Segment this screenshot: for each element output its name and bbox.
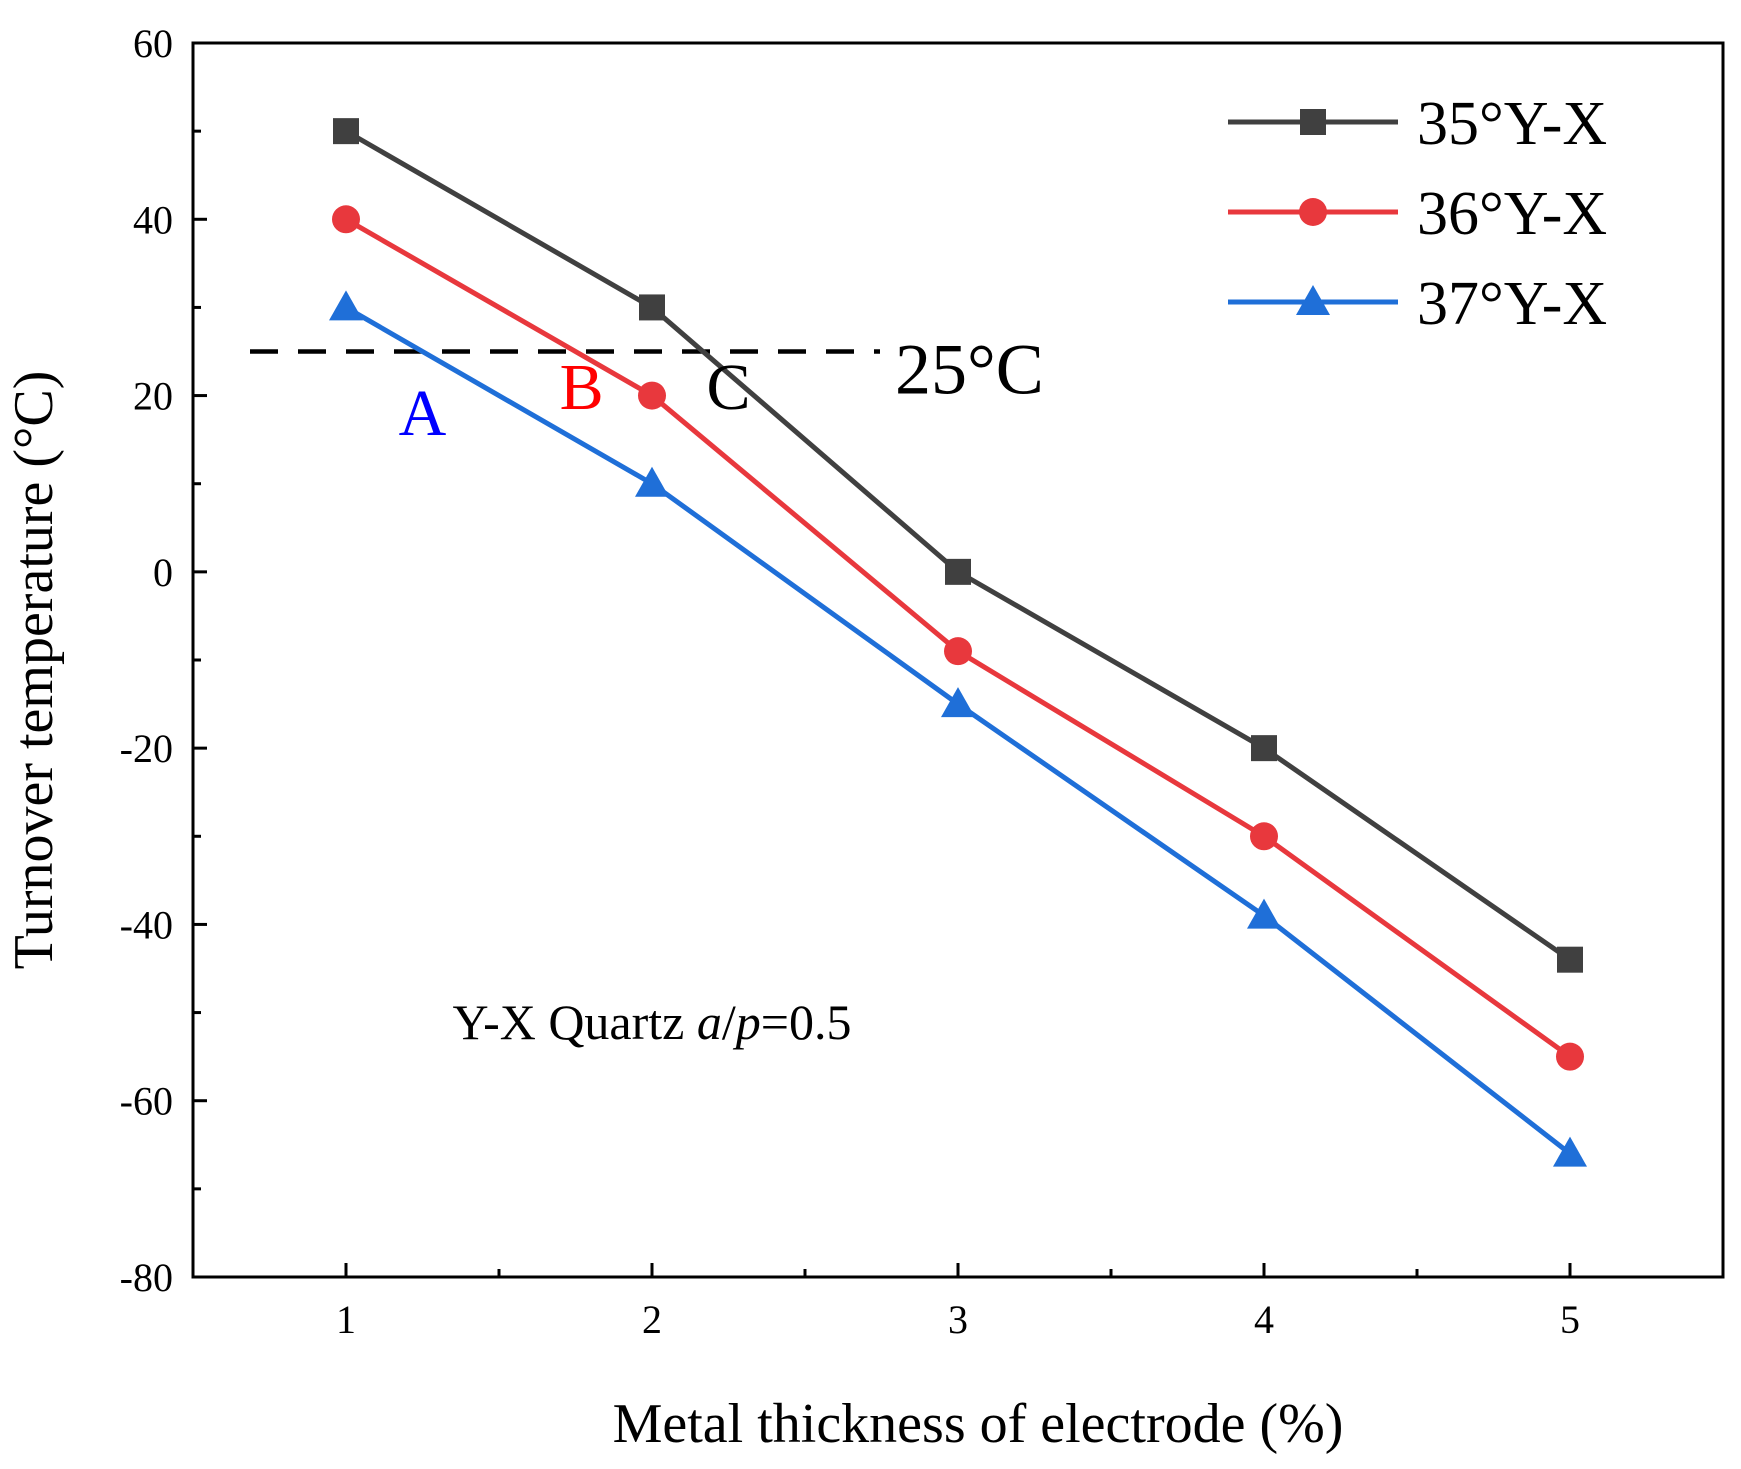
annotation-part: a [697,994,722,1050]
data-point [639,294,665,321]
data-point [332,205,360,234]
reference-line-group: 25°C [250,330,1044,410]
x-tick-label: 1 [336,1297,356,1342]
x-axis-title: Metal thickness of electrode (%) [613,1393,1344,1455]
legend-label: 35°Y-X [1417,90,1607,158]
legend-label: 37°Y-X [1417,270,1607,338]
annotation-C: C [706,351,750,424]
y-tick-label: -20 [120,726,173,771]
data-point [944,637,972,666]
data-point [1553,1136,1587,1167]
data-point [1557,946,1583,973]
data-point [635,466,669,497]
annotation-part: =0.5 [761,994,852,1050]
data-point [329,290,363,321]
y-tick-label: 40 [133,197,173,242]
axes-group: -80 -60 -40 -20 0 20 40 60 1 2 3 4 5 [120,21,1580,1342]
annotation-quartz-label: Y-X Quartz a/p=0.5 [453,994,852,1050]
legend-marker [1296,285,1330,315]
data-point [1251,735,1277,762]
data-point [1247,898,1281,929]
data-point [1556,1042,1584,1071]
legend-entry: 35°Y-X [1228,90,1607,158]
data-point [638,381,666,410]
y-tick-label: 60 [133,21,173,66]
series-35°Y-X [333,118,1583,973]
legend-entry: 37°Y-X [1228,270,1607,338]
annotation-part: / [722,994,736,1050]
series-group [329,118,1587,1167]
annotation-part: Y-X Quartz [453,994,697,1050]
y-tick-label: 20 [133,374,173,419]
legend-marker [1299,198,1327,226]
data-point [941,687,975,718]
y-axis-title: Turnover temperature (°C) [3,371,65,970]
legend-marker [1300,109,1326,135]
annotation-part: p [733,994,761,1050]
y-tick-label: 0 [153,550,173,595]
y-tick-label: -80 [120,1255,173,1300]
data-point [333,118,359,145]
x-tick-label: 5 [1560,1297,1580,1342]
legend: 35°Y-X 36°Y-X 37°Y-X [1228,90,1607,338]
series-36°Y-X [332,205,1584,1071]
reference-line-label: 25°C [895,330,1044,410]
x-tick-label: 4 [1254,1297,1274,1342]
annotation-A: A [399,377,447,450]
legend-label: 36°Y-X [1417,180,1607,248]
y-tick-label: -40 [120,902,173,947]
annotations: A B C Y-X Quartz a/p=0.5 [399,351,852,1050]
series-line [344,128,1572,962]
annotation-B: B [560,351,604,424]
series-37°Y-X [329,290,1587,1167]
x-tick-label: 2 [642,1297,662,1342]
data-point [945,558,971,585]
legend-entry: 36°Y-X [1228,180,1607,248]
y-tick-label: -60 [120,1079,173,1124]
x-tick-label: 3 [948,1297,968,1342]
data-point [1250,822,1278,851]
